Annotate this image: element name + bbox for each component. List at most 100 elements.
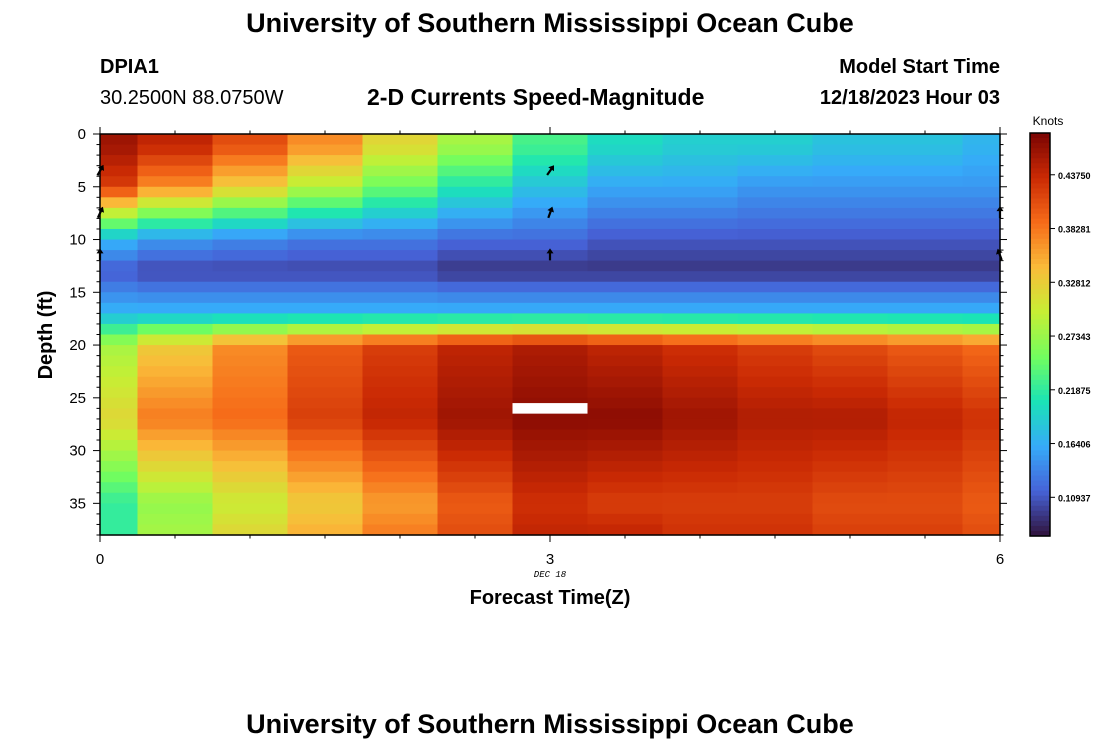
heatmap-cell bbox=[962, 408, 1001, 420]
heatmap-cell bbox=[212, 186, 289, 198]
heatmap-cell bbox=[212, 366, 289, 378]
heatmap-cell bbox=[887, 218, 964, 230]
heatmap-cell bbox=[512, 334, 589, 346]
heatmap-cell bbox=[812, 250, 889, 262]
heatmap-cell bbox=[662, 313, 739, 325]
heatmap-cell bbox=[662, 366, 739, 378]
heatmap-cell bbox=[362, 271, 439, 283]
heatmap-cell bbox=[737, 239, 814, 251]
heatmap-cell bbox=[287, 366, 364, 378]
heatmap-cell bbox=[737, 471, 814, 483]
heatmap-cell bbox=[212, 165, 289, 177]
colorbar-segment bbox=[1030, 495, 1050, 502]
colorbar-segment bbox=[1030, 405, 1050, 411]
heatmap-cell bbox=[737, 345, 814, 357]
heatmap-cell bbox=[737, 134, 814, 146]
colorbar-segment bbox=[1030, 233, 1050, 240]
heatmap-cell bbox=[437, 323, 514, 336]
heatmap-cell bbox=[137, 513, 214, 526]
heatmap-cell bbox=[437, 207, 514, 220]
heatmap-cell bbox=[287, 492, 364, 504]
heatmap-cell bbox=[137, 134, 214, 146]
colorbar-segment bbox=[1030, 505, 1050, 512]
heatmap-cell bbox=[212, 207, 289, 220]
heatmap-cell bbox=[137, 155, 214, 167]
heatmap-cell bbox=[362, 228, 439, 241]
colorbar-segment bbox=[1030, 183, 1050, 190]
heatmap-cell bbox=[437, 355, 514, 367]
heatmap-cell bbox=[962, 355, 1001, 367]
heatmap-cell bbox=[100, 176, 139, 188]
heatmap-cell bbox=[962, 144, 1001, 156]
heatmap-cell bbox=[587, 271, 664, 283]
heatmap-cell bbox=[812, 524, 889, 536]
heatmap-cell bbox=[287, 292, 364, 304]
heatmap-cell bbox=[887, 292, 964, 304]
heatmap-cell bbox=[287, 524, 364, 536]
colorbar-segment bbox=[1030, 510, 1050, 517]
heatmap-cell bbox=[587, 186, 664, 198]
heatmap-cell bbox=[812, 207, 889, 220]
heatmap-cell bbox=[662, 323, 739, 336]
heatmap-cell bbox=[812, 323, 889, 336]
heatmap-cell bbox=[812, 334, 889, 346]
heatmap-cell bbox=[212, 313, 289, 325]
heatmap-cell bbox=[662, 281, 739, 293]
heatmap-cell bbox=[362, 197, 439, 209]
heatmap-cell bbox=[512, 513, 589, 526]
y-tick-label: 15 bbox=[69, 284, 86, 301]
heatmap-cell bbox=[212, 471, 289, 483]
heatmap-cell bbox=[137, 281, 214, 293]
heatmap-cell bbox=[887, 397, 964, 409]
heatmap-cell bbox=[437, 429, 514, 441]
heatmap-cell bbox=[512, 355, 589, 367]
heatmap-cell bbox=[587, 302, 664, 314]
colorbar-segment bbox=[1030, 304, 1050, 310]
heatmap-cell bbox=[812, 450, 889, 462]
heatmap-cell bbox=[737, 397, 814, 409]
heatmap-cell bbox=[962, 271, 1001, 283]
heatmap-cell bbox=[512, 482, 589, 494]
colorbar-segment bbox=[1030, 158, 1050, 164]
heatmap-cell bbox=[437, 366, 514, 378]
heatmap-cell bbox=[362, 376, 439, 388]
heatmap-cell bbox=[887, 408, 964, 420]
heatmap-cell bbox=[287, 461, 364, 473]
heatmap-cell bbox=[512, 186, 589, 198]
heatmap-cell bbox=[512, 197, 589, 209]
heatmap-cell bbox=[737, 260, 814, 272]
heatmap-cell bbox=[887, 418, 964, 431]
heatmap-cell bbox=[137, 228, 214, 241]
station-coordinates: 30.2500N 88.0750W bbox=[100, 87, 284, 109]
heatmap-cell bbox=[587, 492, 664, 504]
heatmap-cell bbox=[287, 176, 364, 188]
heatmap-cell bbox=[287, 281, 364, 293]
heatmap-cell bbox=[962, 440, 1001, 452]
current-vector-arrow bbox=[546, 165, 555, 176]
heatmap-cell bbox=[587, 250, 664, 262]
heatmap-cell bbox=[362, 250, 439, 262]
heatmap-cell bbox=[887, 250, 964, 262]
heatmap-cell bbox=[100, 345, 139, 357]
heatmap-cell bbox=[212, 408, 289, 420]
heatmap-cell bbox=[812, 134, 889, 146]
colorbar-segment bbox=[1030, 319, 1050, 326]
heatmap-cell bbox=[212, 239, 289, 251]
heatmap-cell bbox=[137, 450, 214, 462]
heatmap-cell bbox=[212, 503, 289, 515]
colorbar-segment bbox=[1030, 289, 1050, 295]
heatmap-cell bbox=[100, 144, 139, 156]
heatmap-cell bbox=[962, 334, 1001, 346]
y-tick-label: 10 bbox=[69, 232, 86, 249]
heatmap-cell bbox=[962, 366, 1001, 378]
colorbar-segment bbox=[1030, 203, 1050, 210]
heatmap-cell bbox=[812, 471, 889, 483]
heatmap-cell bbox=[887, 355, 964, 367]
heatmap-cell bbox=[512, 387, 589, 399]
colorbar-segment bbox=[1030, 208, 1050, 215]
heatmap-cell bbox=[287, 503, 364, 515]
heatmap-cell bbox=[137, 408, 214, 420]
heatmap-cell bbox=[287, 482, 364, 494]
colorbar-tick-label: 0.21875 bbox=[1058, 386, 1091, 396]
heatmap-cell bbox=[812, 482, 889, 494]
